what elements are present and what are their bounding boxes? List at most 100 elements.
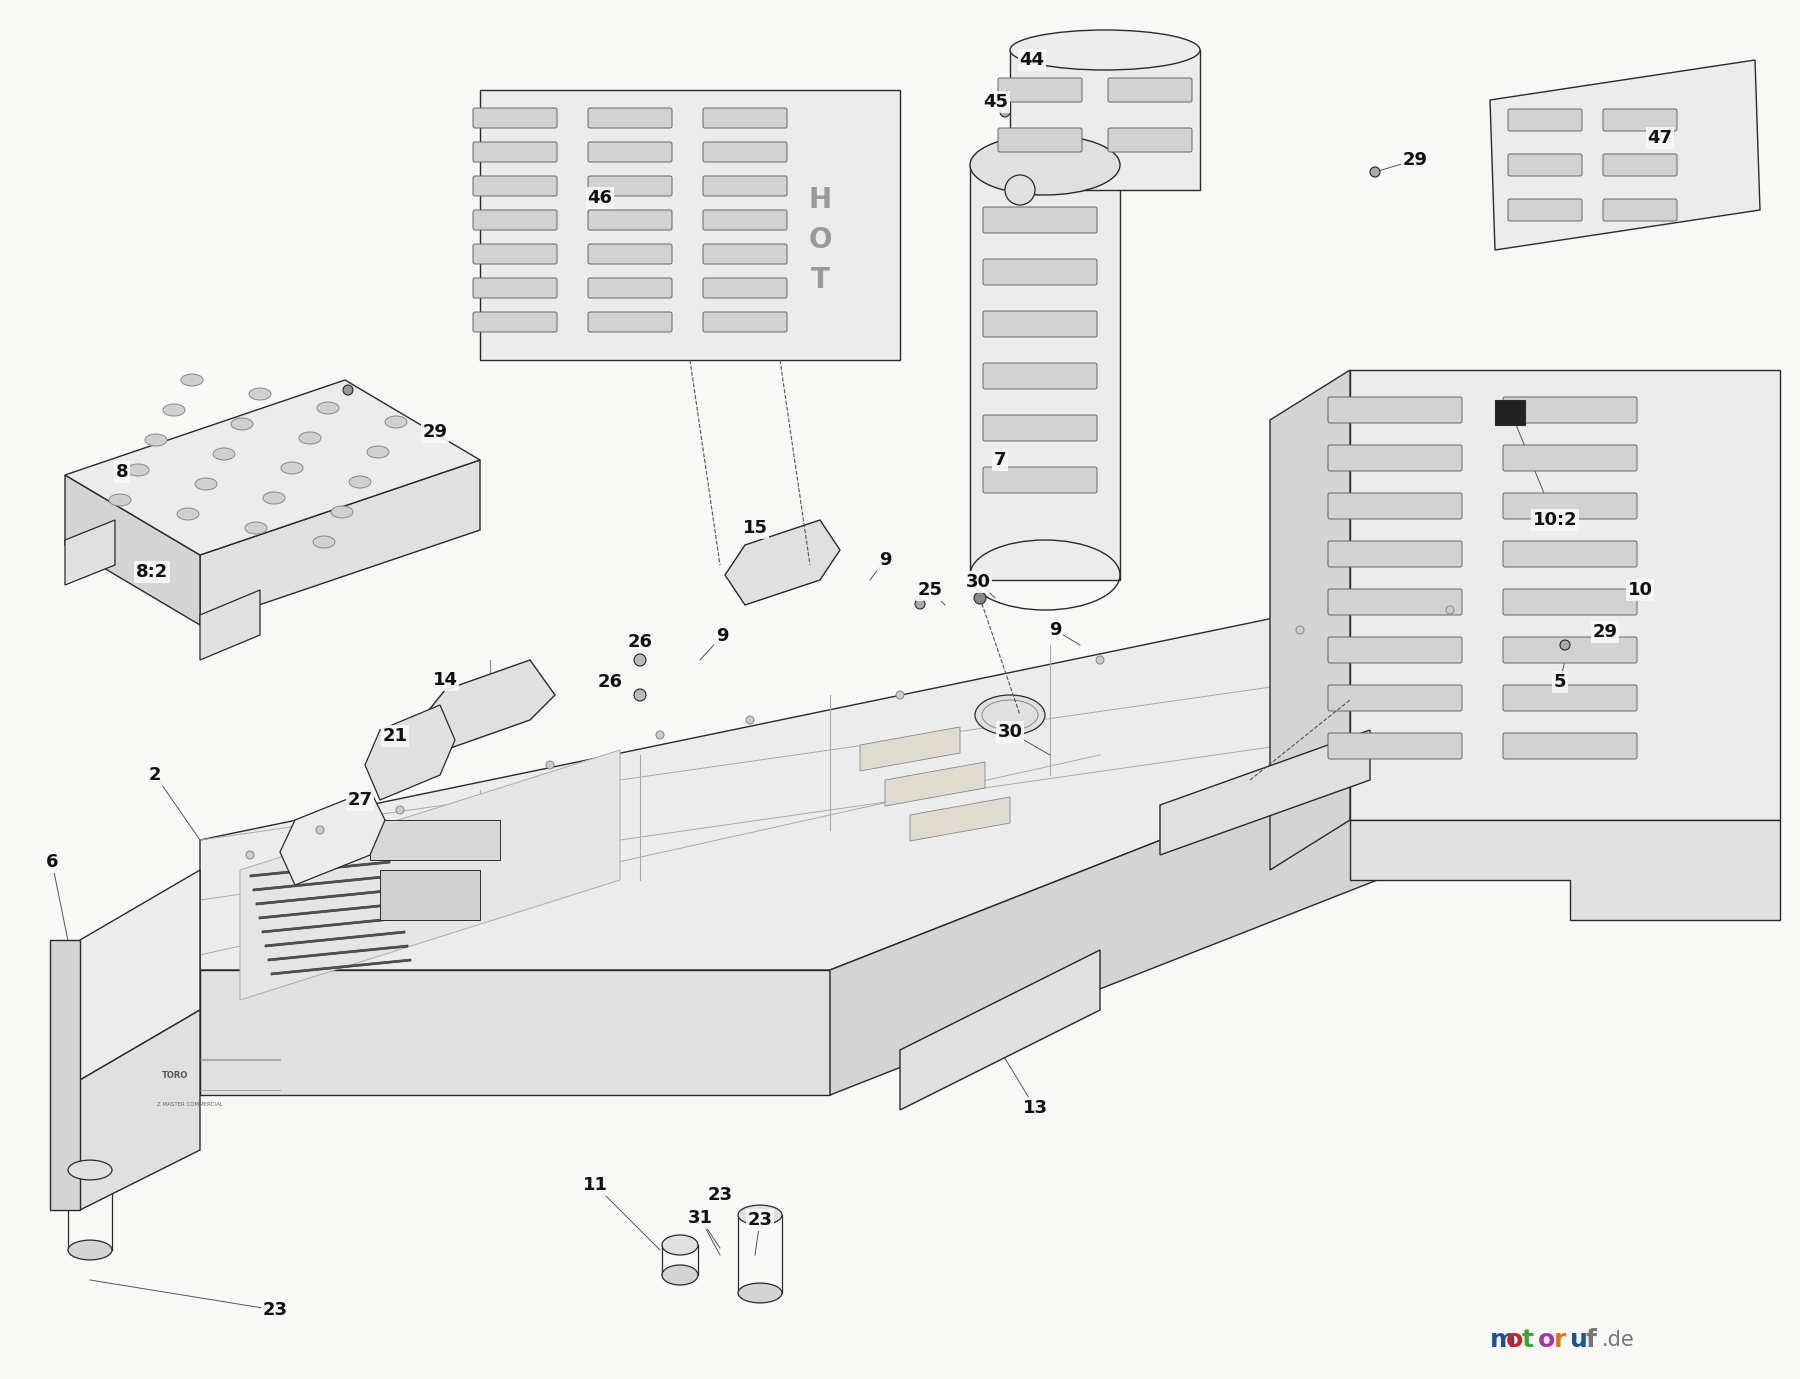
FancyBboxPatch shape bbox=[473, 244, 556, 263]
FancyBboxPatch shape bbox=[1503, 589, 1636, 615]
Ellipse shape bbox=[263, 492, 284, 503]
FancyBboxPatch shape bbox=[1328, 397, 1462, 423]
Circle shape bbox=[634, 654, 646, 666]
Ellipse shape bbox=[738, 1282, 781, 1303]
Ellipse shape bbox=[313, 536, 335, 547]
Polygon shape bbox=[265, 931, 405, 947]
Text: H: H bbox=[808, 186, 832, 214]
Text: 23: 23 bbox=[707, 1186, 733, 1204]
Polygon shape bbox=[263, 917, 401, 934]
Polygon shape bbox=[481, 90, 900, 360]
Text: m: m bbox=[1490, 1328, 1516, 1351]
Ellipse shape bbox=[68, 1160, 112, 1180]
Text: 45: 45 bbox=[983, 92, 1008, 110]
Ellipse shape bbox=[976, 695, 1046, 735]
Circle shape bbox=[745, 716, 754, 724]
Polygon shape bbox=[1496, 400, 1525, 425]
FancyBboxPatch shape bbox=[1503, 541, 1636, 567]
FancyBboxPatch shape bbox=[1503, 734, 1636, 758]
Polygon shape bbox=[79, 870, 200, 1080]
FancyBboxPatch shape bbox=[997, 79, 1082, 102]
FancyBboxPatch shape bbox=[1503, 685, 1636, 712]
FancyBboxPatch shape bbox=[473, 210, 556, 230]
Text: 9: 9 bbox=[878, 552, 891, 570]
Polygon shape bbox=[1010, 50, 1201, 190]
Circle shape bbox=[1561, 640, 1570, 650]
Text: 23: 23 bbox=[263, 1300, 288, 1318]
FancyBboxPatch shape bbox=[1109, 79, 1192, 102]
FancyBboxPatch shape bbox=[473, 279, 556, 298]
Polygon shape bbox=[900, 950, 1100, 1110]
FancyBboxPatch shape bbox=[1508, 199, 1582, 221]
FancyBboxPatch shape bbox=[473, 312, 556, 332]
Ellipse shape bbox=[317, 403, 338, 414]
Text: 6: 6 bbox=[45, 854, 58, 872]
Text: u: u bbox=[1570, 1328, 1588, 1351]
Ellipse shape bbox=[68, 1240, 112, 1260]
Polygon shape bbox=[365, 705, 455, 800]
Text: 47: 47 bbox=[1647, 130, 1672, 148]
FancyBboxPatch shape bbox=[983, 207, 1096, 233]
Circle shape bbox=[344, 385, 353, 394]
FancyBboxPatch shape bbox=[589, 210, 671, 230]
Polygon shape bbox=[50, 940, 79, 1209]
Polygon shape bbox=[65, 520, 115, 585]
Text: 30: 30 bbox=[965, 574, 990, 592]
Ellipse shape bbox=[281, 462, 302, 474]
Polygon shape bbox=[254, 876, 392, 891]
Ellipse shape bbox=[128, 463, 149, 476]
Polygon shape bbox=[1490, 61, 1760, 250]
Polygon shape bbox=[425, 661, 554, 750]
Text: .de: .de bbox=[1602, 1329, 1634, 1350]
Text: 2: 2 bbox=[149, 765, 162, 785]
Ellipse shape bbox=[385, 416, 407, 427]
Ellipse shape bbox=[349, 476, 371, 488]
FancyBboxPatch shape bbox=[1503, 445, 1636, 472]
Polygon shape bbox=[239, 750, 619, 1000]
Circle shape bbox=[1445, 605, 1454, 614]
FancyBboxPatch shape bbox=[1328, 541, 1462, 567]
Ellipse shape bbox=[970, 135, 1120, 194]
FancyBboxPatch shape bbox=[1328, 589, 1462, 615]
Text: 8:2: 8:2 bbox=[135, 563, 167, 581]
Text: 9: 9 bbox=[1049, 621, 1062, 638]
FancyBboxPatch shape bbox=[1109, 128, 1192, 152]
FancyBboxPatch shape bbox=[983, 259, 1096, 285]
Text: t: t bbox=[1523, 1328, 1534, 1351]
Polygon shape bbox=[1271, 370, 1350, 870]
Ellipse shape bbox=[248, 387, 272, 400]
Circle shape bbox=[1096, 656, 1103, 665]
Text: 13: 13 bbox=[1022, 1099, 1048, 1117]
Ellipse shape bbox=[164, 404, 185, 416]
FancyBboxPatch shape bbox=[704, 142, 787, 161]
Circle shape bbox=[396, 805, 403, 814]
Text: 21: 21 bbox=[382, 727, 407, 745]
Ellipse shape bbox=[212, 448, 236, 461]
Text: o: o bbox=[1537, 1328, 1555, 1351]
Text: 26: 26 bbox=[598, 673, 623, 691]
Ellipse shape bbox=[662, 1236, 698, 1255]
Polygon shape bbox=[1159, 729, 1370, 855]
FancyBboxPatch shape bbox=[1328, 445, 1462, 472]
Circle shape bbox=[974, 592, 986, 604]
Polygon shape bbox=[1350, 370, 1780, 821]
Ellipse shape bbox=[1010, 30, 1201, 70]
Ellipse shape bbox=[662, 1265, 698, 1285]
FancyBboxPatch shape bbox=[704, 108, 787, 128]
FancyBboxPatch shape bbox=[704, 279, 787, 298]
Circle shape bbox=[1296, 626, 1303, 634]
Circle shape bbox=[634, 690, 646, 701]
Polygon shape bbox=[79, 1009, 200, 1209]
Polygon shape bbox=[200, 461, 481, 625]
Circle shape bbox=[896, 691, 904, 699]
Text: 29: 29 bbox=[1402, 150, 1427, 170]
FancyBboxPatch shape bbox=[589, 142, 671, 161]
Ellipse shape bbox=[230, 418, 254, 430]
Text: f: f bbox=[1586, 1328, 1597, 1351]
FancyBboxPatch shape bbox=[704, 177, 787, 196]
Polygon shape bbox=[380, 870, 481, 920]
Text: 29: 29 bbox=[1593, 623, 1618, 641]
FancyBboxPatch shape bbox=[1328, 494, 1462, 519]
Polygon shape bbox=[970, 165, 1120, 581]
Polygon shape bbox=[200, 565, 1530, 969]
